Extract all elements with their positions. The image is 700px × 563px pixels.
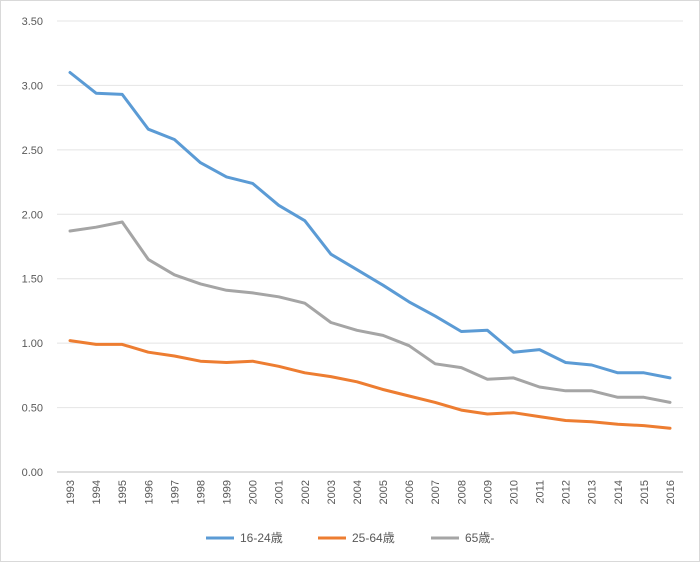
legend-label: 16-24歳 bbox=[240, 531, 283, 545]
y-tick-label: 1.00 bbox=[22, 338, 43, 350]
x-tick-label: 2000 bbox=[248, 480, 260, 504]
x-tick-label: 2007 bbox=[430, 480, 442, 504]
x-tick-label: 1997 bbox=[169, 480, 181, 504]
y-tick-label: 1.50 bbox=[22, 274, 43, 286]
legend: 16-24歳 25-64歳 65歳- bbox=[206, 531, 494, 545]
y-tick-label: 2.50 bbox=[22, 145, 43, 157]
series-lines bbox=[70, 72, 670, 428]
x-tick-label: 2015 bbox=[639, 480, 651, 504]
series-line-2 bbox=[70, 341, 670, 429]
x-axis-ticks: 1993 1994 1995 1996 1997 1998 1999 2000 2001 2002… bbox=[65, 480, 677, 504]
legend-label: 25-64歳 bbox=[352, 531, 395, 545]
x-tick-label: 2006 bbox=[404, 480, 416, 504]
y-tick-label: 3.50 bbox=[22, 16, 43, 28]
y-tick-label: 0.00 bbox=[22, 467, 43, 479]
x-tick-label: 2014 bbox=[613, 480, 625, 504]
x-tick-label: 2008 bbox=[456, 480, 468, 504]
x-tick-label: 2012 bbox=[561, 480, 573, 504]
x-tick-label: 2016 bbox=[665, 480, 677, 504]
x-tick-label: 1995 bbox=[117, 480, 129, 504]
x-tick-label: 2009 bbox=[482, 480, 494, 504]
x-tick-label: 2010 bbox=[508, 480, 520, 504]
y-tick-label: 3.00 bbox=[22, 80, 43, 92]
series-line-3 bbox=[70, 222, 670, 402]
y-tick-label: 2.00 bbox=[22, 209, 43, 221]
x-tick-label: 1993 bbox=[65, 480, 77, 504]
x-tick-label: 1998 bbox=[195, 480, 207, 504]
y-axis-ticks: 0.00 0.50 1.00 1.50 2.00 2.50 3.00 3.50 bbox=[22, 16, 43, 479]
gridlines bbox=[57, 21, 683, 472]
x-tick-label: 2002 bbox=[300, 480, 312, 504]
x-tick-label: 1994 bbox=[91, 480, 103, 504]
x-tick-label: 2003 bbox=[326, 480, 338, 504]
legend-label: 65歳- bbox=[465, 531, 494, 545]
x-tick-label: 2011 bbox=[535, 480, 547, 504]
x-tick-label: 2004 bbox=[352, 480, 364, 504]
x-tick-label: 2005 bbox=[378, 480, 390, 504]
x-tick-label: 1999 bbox=[222, 480, 234, 504]
x-tick-label: 1996 bbox=[143, 480, 155, 504]
x-tick-label: 2001 bbox=[274, 480, 286, 504]
x-tick-label: 2013 bbox=[587, 480, 599, 504]
y-tick-label: 0.50 bbox=[22, 403, 43, 415]
